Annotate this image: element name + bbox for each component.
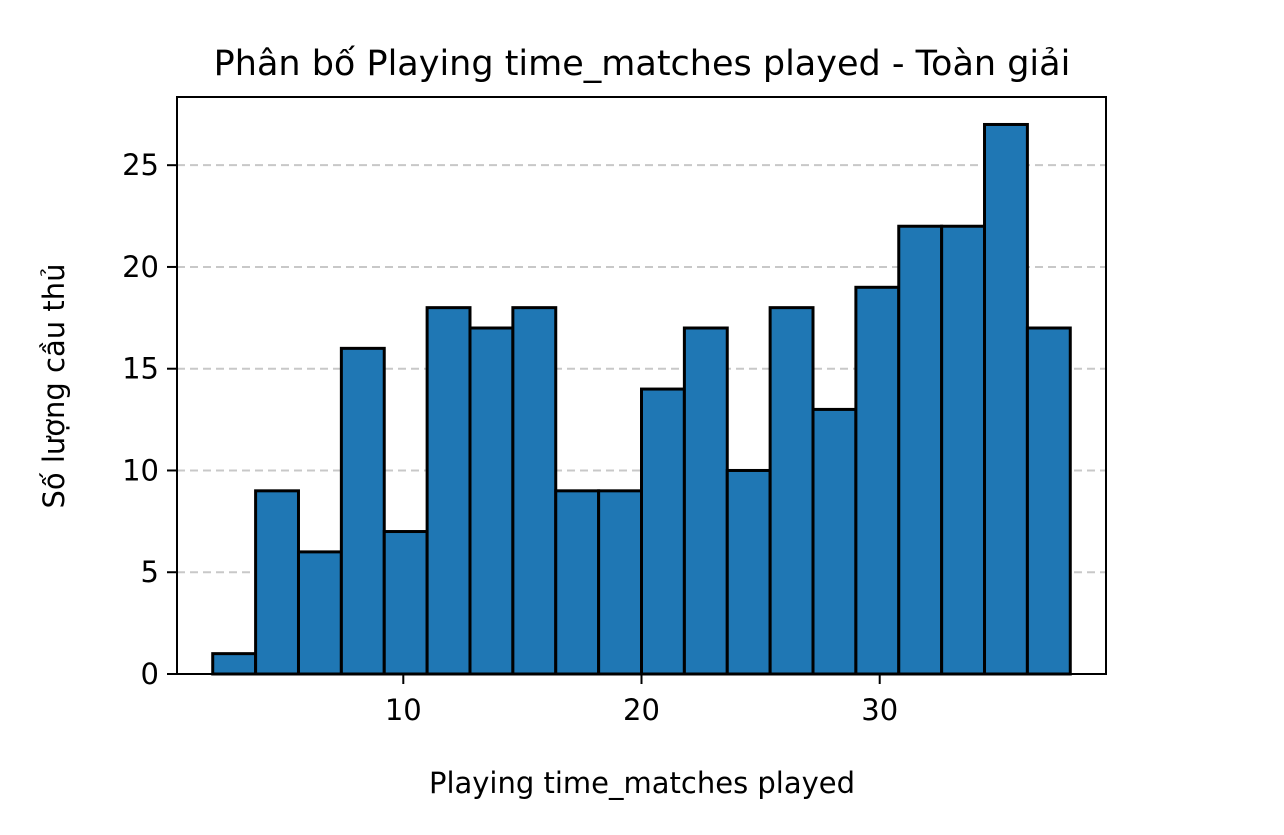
histogram-bar	[640, 387, 686, 676]
histogram-bar	[296, 550, 343, 676]
histogram-bar	[339, 346, 386, 676]
histogram-bar	[854, 285, 901, 676]
histogram-bar	[983, 122, 1029, 676]
x-tick-label: 20	[623, 693, 660, 727]
y-axis-label: Số lượng cầu thủ	[37, 264, 71, 509]
bars	[211, 122, 1072, 676]
histogram-bar	[554, 489, 601, 676]
histogram-bar	[597, 489, 643, 676]
y-tick-label: 20	[122, 250, 159, 284]
histogram-bar	[811, 407, 858, 676]
histogram-bar	[1025, 326, 1072, 676]
x-tick-label: 30	[861, 693, 898, 727]
y-tick-label: 10	[122, 453, 159, 487]
histogram-bar	[382, 530, 429, 676]
histogram-bar	[682, 326, 729, 676]
y-tick-label: 15	[122, 352, 159, 386]
histogram-bar	[940, 224, 987, 676]
y-tick-label: 5	[141, 555, 159, 589]
histogram-bar	[768, 306, 815, 676]
histogram-bar	[254, 489, 300, 676]
histogram-bar	[211, 652, 258, 676]
y-axis-ticks: 0 5 10 15 20 25	[122, 148, 177, 691]
histogram-bar	[897, 224, 944, 676]
chart-title: Phân bố Playing time_matches played - To…	[214, 44, 1071, 84]
y-tick-label: 25	[122, 148, 159, 182]
histogram-bar	[425, 306, 472, 676]
y-tick-label: 0	[141, 657, 159, 691]
x-tick-label: 10	[385, 693, 422, 727]
x-axis-label: Playing time_matches played	[429, 766, 855, 800]
histogram-bar	[725, 468, 772, 676]
x-axis-ticks: 10 20 30	[385, 674, 898, 727]
histogram-bar	[468, 326, 515, 676]
histogram-bar	[511, 306, 558, 676]
